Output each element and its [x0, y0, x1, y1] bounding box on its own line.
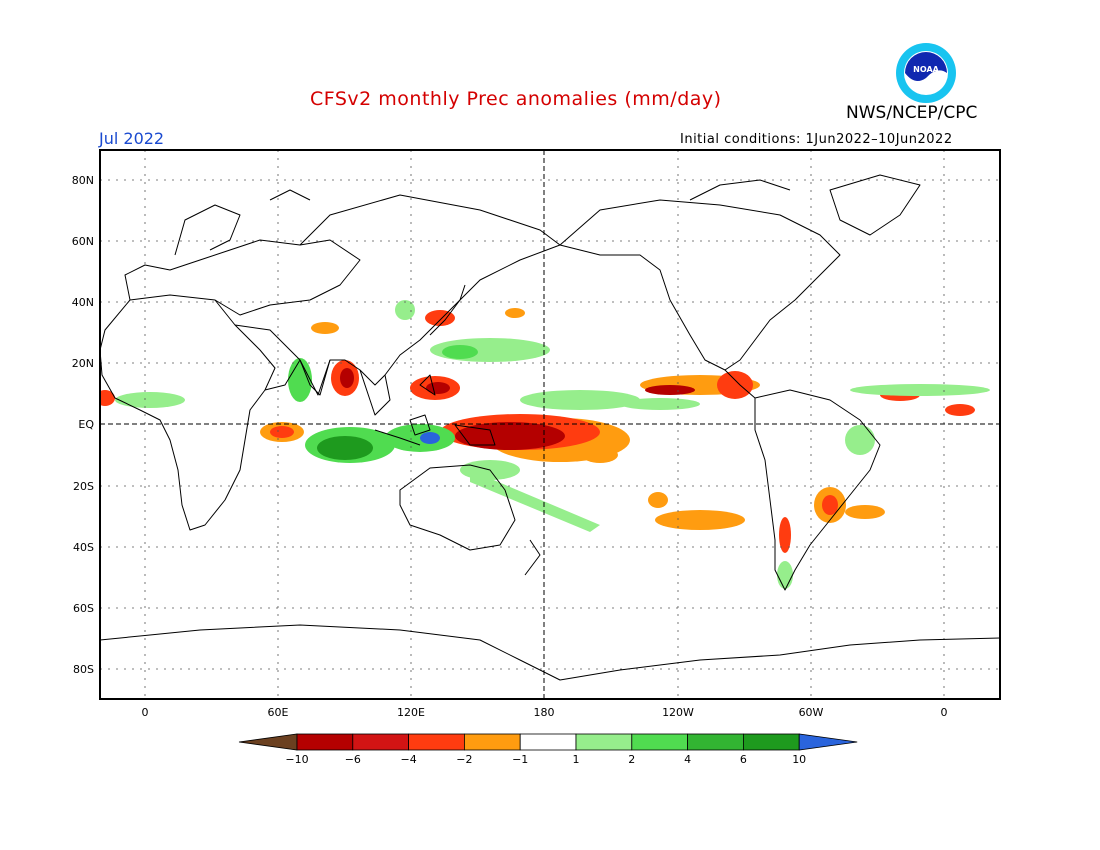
lon-tick-label: 60W	[799, 706, 824, 719]
lon-tick-label: 180	[534, 706, 555, 719]
colorbar-arrow-low	[238, 733, 298, 751]
colorbar-swatch	[575, 733, 633, 751]
colorbar: −10 −6 −4 −2 −1 1 2 4 6 10	[238, 733, 858, 766]
lat-tick-label: 60N	[72, 235, 94, 248]
colorbar-label: 1	[573, 753, 580, 766]
initial-conditions: Initial conditions: 1Jun2022–10Jun2022	[680, 132, 953, 147]
coastlines	[100, 174, 1000, 681]
agency-label: NWS/NCEP/CPC	[846, 103, 978, 123]
colorbar-label: −1	[512, 753, 528, 766]
colorbar-swatch	[352, 733, 409, 751]
lat-lon-grid	[100, 150, 1000, 699]
lat-tick-label: 80S	[73, 663, 94, 676]
reference-lines	[100, 150, 1000, 699]
lon-tick-label: 0	[142, 706, 149, 719]
lat-tick-label: 40N	[72, 296, 94, 309]
lon-tick-labels: 0 60E 120E 180 120W 60W 0	[142, 706, 948, 719]
noaa-logo-icon: NOAA	[896, 43, 956, 103]
chart-title: CFSv2 monthly Prec anomalies (mm/day)	[310, 88, 722, 110]
lat-tick-label: 20S	[73, 480, 94, 493]
colorbar-label: 4	[684, 753, 691, 766]
lat-tick-label: EQ	[78, 418, 94, 431]
lon-tick-label: 120W	[662, 706, 694, 719]
colorbar-swatch	[463, 733, 521, 751]
colorbar-swatch	[296, 733, 354, 751]
lat-tick-label: 60S	[73, 602, 94, 615]
lat-tick-label: 80N	[72, 174, 94, 187]
colorbar-swatch	[631, 733, 688, 751]
lat-tick-labels: 80N 60N 40N 20N EQ 20S 40S 60S 80S	[72, 174, 95, 676]
lon-tick-label: 60E	[268, 706, 289, 719]
lon-tick-label: 120E	[397, 706, 425, 719]
colorbar-swatch	[519, 733, 577, 751]
map-frame	[99, 149, 1001, 700]
colorbar-arrow-high	[798, 733, 858, 751]
colorbar-label: −10	[285, 753, 308, 766]
colorbar-label: 6	[740, 753, 747, 766]
colorbar-swatch	[687, 733, 744, 751]
forecast-month: Jul 2022	[99, 129, 165, 148]
colorbar-label: −2	[456, 753, 472, 766]
colorbar-label: −6	[345, 753, 361, 766]
colorbar-label: 10	[792, 753, 806, 766]
lat-tick-label: 20N	[72, 357, 94, 370]
colorbar-label: −4	[400, 753, 416, 766]
colorbar-swatch	[408, 733, 465, 751]
lat-tick-label: 40S	[73, 541, 94, 554]
colorbar-label: 2	[628, 753, 635, 766]
colorbar-swatch	[743, 733, 800, 751]
logo-text: NOAA	[913, 65, 939, 74]
lon-tick-label: 0	[941, 706, 948, 719]
